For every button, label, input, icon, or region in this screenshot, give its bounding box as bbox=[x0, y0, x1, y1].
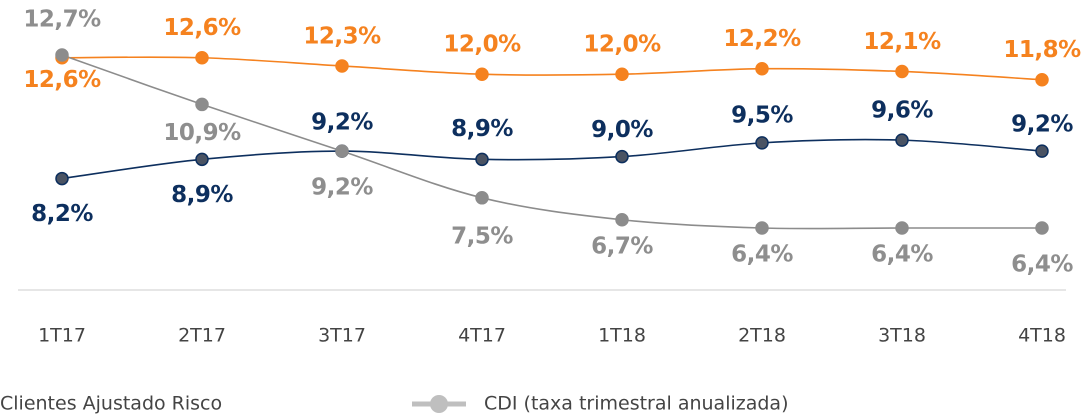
data-label: 9,6% bbox=[871, 98, 933, 124]
data-label: 8,2% bbox=[31, 201, 93, 227]
point bbox=[195, 152, 209, 167]
point bbox=[895, 221, 909, 235]
legend-label: CDI (taxa trimestral anualizada) bbox=[484, 393, 789, 415]
point bbox=[55, 171, 69, 186]
data-label: 6,4% bbox=[1011, 252, 1073, 278]
point bbox=[895, 133, 909, 147]
point bbox=[475, 191, 489, 205]
point bbox=[55, 48, 69, 62]
x-tick-label: 4T18 bbox=[1018, 325, 1066, 347]
data-label: 9,5% bbox=[731, 102, 793, 128]
data-label: 11,8% bbox=[1003, 37, 1081, 63]
data-label: 12,2% bbox=[723, 26, 801, 52]
data-label: 12,7% bbox=[23, 7, 101, 33]
point bbox=[195, 97, 209, 112]
series-line bbox=[61, 54, 1042, 230]
series-line bbox=[61, 56, 1043, 81]
point bbox=[1035, 221, 1049, 235]
point bbox=[615, 149, 629, 164]
data-label: 12,1% bbox=[863, 29, 941, 55]
data-label: 12,0% bbox=[443, 32, 521, 58]
data-label: 12,6% bbox=[163, 15, 241, 41]
point bbox=[475, 152, 489, 167]
data-label: 6,4% bbox=[731, 242, 793, 268]
legend-label: Clientes Ajustado Risco bbox=[0, 393, 222, 415]
x-tick-label: 3T17 bbox=[318, 325, 366, 347]
data-label: 8,9% bbox=[451, 116, 513, 142]
data-label: 9,0% bbox=[591, 117, 653, 143]
data-label: 12,6% bbox=[23, 67, 101, 93]
data-label: 8,9% bbox=[171, 182, 233, 208]
point bbox=[615, 213, 629, 227]
x-tick-label: 2T18 bbox=[738, 325, 786, 347]
data-label: 10,9% bbox=[163, 120, 241, 146]
x-tick-label: 4T17 bbox=[458, 325, 506, 347]
point bbox=[1035, 72, 1049, 87]
x-tick-label: 3T18 bbox=[878, 325, 926, 347]
x-tick-label: 2T17 bbox=[178, 325, 226, 347]
point bbox=[755, 136, 769, 150]
point bbox=[1035, 144, 1049, 158]
series-line bbox=[61, 138, 1043, 180]
data-label: 9,2% bbox=[311, 110, 373, 136]
point bbox=[335, 144, 349, 158]
data-label: 7,5% bbox=[451, 223, 513, 249]
data-label: 12,3% bbox=[303, 23, 381, 49]
point bbox=[335, 59, 349, 73]
data-label: 9,2% bbox=[1011, 112, 1073, 138]
point bbox=[615, 67, 629, 81]
point bbox=[195, 50, 209, 65]
point bbox=[755, 61, 769, 76]
legend-marker bbox=[430, 395, 448, 413]
data-label: 6,4% bbox=[871, 242, 933, 268]
point bbox=[895, 64, 909, 79]
data-label: 6,7% bbox=[591, 233, 653, 259]
data-label: 9,2% bbox=[311, 175, 373, 201]
x-tick-label: 1T18 bbox=[598, 325, 646, 347]
x-tick-label: 1T17 bbox=[38, 325, 86, 347]
point bbox=[755, 221, 769, 235]
data-label: 12,0% bbox=[583, 32, 661, 58]
point bbox=[475, 67, 489, 81]
